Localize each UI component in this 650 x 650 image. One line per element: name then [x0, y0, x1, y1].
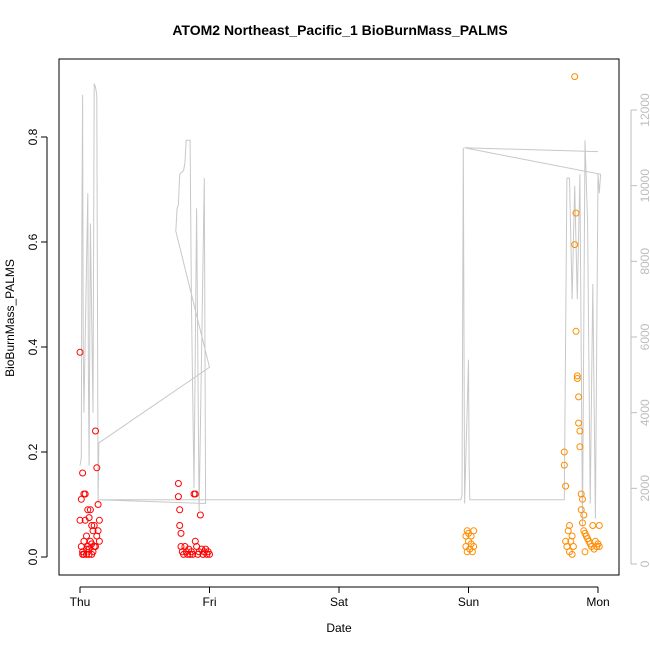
- data-point: [560, 448, 568, 456]
- y-axis-label: BioBurnMass_PALMS: [3, 259, 17, 377]
- y-axis-left: 0.0 0.2 0.4 0.6 0.8: [26, 128, 48, 565]
- data-point: [575, 419, 583, 427]
- data-point: [76, 516, 84, 524]
- data-point: [174, 493, 182, 501]
- y-tick-label: 0.4: [26, 338, 40, 355]
- data-point: [191, 537, 199, 545]
- data-point: [176, 522, 184, 529]
- data-point: [576, 427, 584, 435]
- y2-tick-label: 2000: [638, 475, 650, 502]
- data-point: [206, 550, 213, 558]
- data-point: [89, 527, 97, 535]
- data-point: [177, 529, 185, 537]
- data-point: [576, 443, 584, 451]
- data-point: [95, 537, 103, 545]
- data-point: [571, 241, 579, 249]
- data-point: [579, 519, 586, 527]
- data-point: [92, 427, 99, 435]
- x-tick-label: Sat: [330, 595, 349, 609]
- data-point: [573, 372, 581, 380]
- data-point: [84, 506, 92, 514]
- data-point: [568, 550, 576, 558]
- y-tick-label: 0.0: [26, 548, 40, 565]
- x-axis: Thu Fri Sat Sun Mon: [70, 586, 610, 609]
- data-point: [560, 461, 568, 469]
- plot-frame: [58, 58, 620, 576]
- data-point: [94, 527, 102, 535]
- data-point: [589, 522, 597, 529]
- data-point: [81, 490, 89, 498]
- data-point: [79, 469, 87, 477]
- data-point: [470, 527, 478, 535]
- y-axis-right: 0 2000 4000 6000 8000 10000 12000: [630, 93, 650, 567]
- data-point: [90, 522, 98, 529]
- y2-tick-label: 6000: [638, 323, 650, 350]
- y2-tick-label: 12000: [638, 93, 650, 127]
- x-axis-label: Date: [326, 621, 352, 635]
- y-tick-label: 0.2: [26, 443, 40, 460]
- data-point: [562, 482, 570, 490]
- data-point: [94, 501, 102, 508]
- data-point: [595, 522, 603, 529]
- data-point: [86, 506, 94, 514]
- y2-tick-label: 4000: [638, 399, 650, 426]
- altitude-line: [79, 83, 602, 527]
- chart-title: ATOM2 Northeast_Pacific_1 BioBurnMass_PA…: [172, 22, 507, 38]
- data-point: [85, 514, 93, 522]
- data-point: [174, 480, 182, 487]
- data-point: [572, 209, 580, 217]
- x-tick-label: Sun: [458, 595, 479, 609]
- data-point: [569, 543, 577, 550]
- y2-tick-label: 8000: [638, 248, 650, 275]
- altitude-line-group: [79, 83, 602, 527]
- data-point: [88, 540, 96, 548]
- data-point: [93, 464, 101, 472]
- data-point: [579, 495, 586, 503]
- data-point: [580, 511, 588, 519]
- data-point: [76, 348, 84, 356]
- data-point: [191, 490, 199, 498]
- y2-tick-label: 0: [638, 560, 650, 567]
- data-point: [189, 550, 197, 558]
- y-tick-label: 0.8: [26, 128, 40, 145]
- data-point: [196, 511, 204, 519]
- data-point: [176, 506, 184, 514]
- data-point: [575, 393, 583, 401]
- data-point: [562, 537, 570, 545]
- data-point: [573, 375, 581, 382]
- data-point: [595, 543, 603, 550]
- data-point: [571, 73, 579, 81]
- points-group: [76, 73, 603, 558]
- x-tick-label: Thu: [70, 595, 91, 609]
- x-tick-label: Mon: [586, 595, 609, 609]
- data-point: [83, 532, 90, 540]
- data-point: [568, 532, 576, 540]
- x-tick-label: Fri: [203, 595, 217, 609]
- data-point: [572, 327, 580, 335]
- data-point: [95, 516, 103, 524]
- y2-tick-label: 10000: [638, 169, 650, 203]
- y-tick-label: 0.6: [26, 233, 40, 250]
- data-point: [581, 548, 589, 556]
- data-point: [470, 543, 478, 550]
- data-point: [566, 522, 573, 529]
